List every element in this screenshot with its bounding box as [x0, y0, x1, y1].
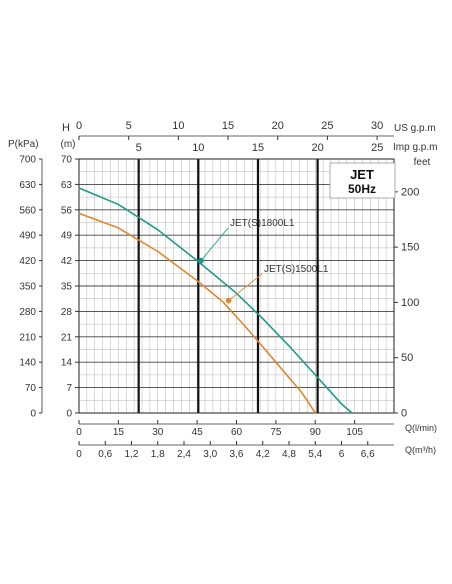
y-tick-label-feet: 200 [401, 186, 419, 198]
x-tick-label-usgpm: 5 [126, 120, 132, 132]
series-line-0 [78, 187, 353, 414]
x-tick-label-m3h: 5,4 [308, 449, 322, 460]
y-axis-feet-label: feet [414, 157, 431, 168]
y-axis-kpa-label: P(kPa) [8, 139, 39, 150]
x-tick-label-m3h: 3,0 [203, 449, 217, 460]
x-tick-label-lmin: 45 [192, 427, 204, 438]
x-tick-label-m3h: 1,2 [125, 449, 139, 460]
x-tick-label-impgpm: 25 [371, 142, 383, 154]
x-tick-label-lmin: 30 [152, 427, 164, 438]
x-tick-label-m3h: 1,8 [151, 449, 165, 460]
series-leader-1 [228, 273, 263, 301]
y-axis-h-label: H [62, 122, 70, 134]
x-tick-label-impgpm: 15 [252, 142, 264, 154]
y-tick-label-m: 42 [61, 256, 73, 267]
x-tick-label-usgpm: 30 [371, 120, 383, 132]
chart-grid [79, 159, 394, 413]
y-tick-label-kpa: 420 [19, 256, 36, 267]
y-tick-label-m: 35 [61, 282, 73, 293]
y-tick-label-m: 14 [61, 358, 73, 369]
y-tick-label-feet: 150 [401, 242, 419, 254]
x-tick-label-usgpm: 25 [321, 120, 333, 132]
x-tick-label-lmin: 105 [346, 427, 363, 438]
axis-ticks: 0714212835424956637007014021028035042049… [19, 120, 419, 460]
y-tick-label-m: 7 [66, 383, 72, 394]
series-line-1 [78, 212, 316, 414]
x-tick-label-impgpm: 10 [192, 142, 204, 154]
axis-labels: JET 50Hz P(kPa) H (m) feet US g.p.m Imp … [8, 122, 437, 455]
x-tick-label-m3h: 0 [76, 449, 82, 460]
y-tick-label-kpa: 350 [19, 282, 36, 293]
series-label-0: JET(S)1800L1 [230, 218, 295, 229]
x-tick-label-m3h: 6,6 [361, 449, 375, 460]
y-tick-label-m: 63 [61, 180, 73, 191]
x-tick-label-lmin: 90 [310, 427, 322, 438]
x-tick-label-m3h: 0,6 [98, 449, 112, 460]
y-tick-label-kpa: 70 [25, 383, 37, 394]
y-tick-label-kpa: 630 [19, 180, 36, 191]
x-tick-label-m3h: 3,6 [230, 449, 244, 460]
x-axis-lmin-label: Q(l/min) [405, 423, 437, 433]
x-tick-label-m3h: 4,8 [282, 449, 296, 460]
series-leader-0 [200, 227, 229, 261]
x-axis-impgpm-label: Imp g.p.m [393, 142, 437, 153]
y-tick-label-kpa: 560 [19, 205, 36, 216]
y-tick-label-feet: 50 [401, 352, 413, 364]
y-tick-label-kpa: 140 [19, 358, 36, 369]
x-tick-label-usgpm: 20 [272, 120, 284, 132]
y-tick-label-m: 70 [61, 155, 73, 166]
x-axis-usgpm-label: US g.p.m [394, 123, 436, 134]
series-layer: JET(S)1800L1 JET(S)1500L1 [78, 187, 353, 414]
series-label-1: JET(S)1500L1 [264, 264, 329, 275]
x-tick-label-lmin: 0 [76, 427, 82, 438]
x-tick-label-lmin: 15 [113, 427, 125, 438]
x-tick-label-impgpm: 20 [312, 142, 324, 154]
y-tick-label-kpa: 490 [19, 231, 36, 242]
y-tick-label-m: 0 [66, 409, 72, 420]
y-axis-m-label: (m) [61, 139, 76, 150]
chart-title-line1: JET [350, 167, 374, 182]
chart-title-line2: 50Hz [348, 182, 376, 196]
y-tick-label-m: 28 [61, 307, 73, 318]
x-tick-label-m3h: 4,2 [256, 449, 270, 460]
y-tick-label-kpa: 0 [30, 409, 36, 420]
x-axis-m3h-label: Q(m³/h) [405, 445, 436, 455]
x-tick-label-lmin: 75 [270, 427, 282, 438]
x-tick-label-usgpm: 10 [172, 120, 184, 132]
y-tick-label-m: 56 [61, 205, 73, 216]
y-tick-label-kpa: 700 [19, 155, 36, 166]
y-tick-label-kpa: 280 [19, 307, 36, 318]
y-tick-label-m: 21 [61, 332, 73, 343]
y-tick-label-feet: 0 [401, 408, 407, 420]
x-tick-label-impgpm: 5 [136, 142, 142, 154]
y-tick-label-feet: 100 [401, 297, 419, 309]
x-tick-label-usgpm: 0 [76, 120, 82, 132]
x-tick-label-usgpm: 15 [222, 120, 234, 132]
y-tick-label-kpa: 210 [19, 332, 36, 343]
y-tick-label-m: 49 [61, 231, 73, 242]
x-tick-label-m3h: 2,4 [177, 449, 191, 460]
x-tick-label-lmin: 60 [231, 427, 243, 438]
title-box [329, 162, 396, 199]
x-tick-label-m3h: 6 [339, 449, 345, 460]
